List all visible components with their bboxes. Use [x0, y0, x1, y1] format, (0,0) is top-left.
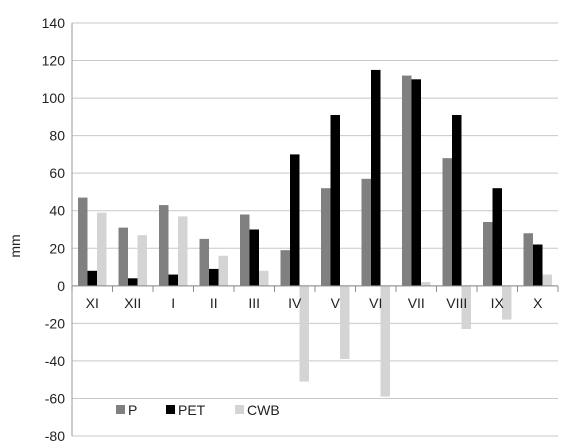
- legend-label-cwb: CWB: [247, 402, 280, 418]
- category-label: XI: [86, 295, 99, 311]
- bar-p-x: [523, 233, 533, 286]
- bar-pet-xi: [87, 270, 97, 286]
- bar-pet-x: [533, 244, 543, 286]
- bar-p-i: [159, 205, 169, 286]
- category-label: I: [171, 295, 175, 311]
- y-tick-label: 60: [49, 165, 65, 181]
- bar-p-ii: [199, 238, 209, 286]
- bar-p-ix: [483, 221, 493, 286]
- bar-pet-xii: [128, 278, 138, 286]
- bar-pet-viii: [452, 114, 462, 286]
- bar-pet-vii: [411, 79, 421, 286]
- legend-swatch-p: [116, 405, 125, 414]
- y-tick-label: 20: [49, 240, 65, 256]
- category-label: VI: [369, 295, 382, 311]
- category-label: II: [210, 295, 218, 311]
- axes: [71, 23, 559, 436]
- bars: [78, 69, 552, 397]
- legend-swatch-pet: [166, 405, 175, 414]
- bar-pet-v: [330, 114, 340, 286]
- legend: P PET CWB: [116, 402, 280, 418]
- bar-cwb-xii: [137, 235, 147, 286]
- y-tick-label: 100: [42, 90, 66, 106]
- bar-p-iii: [240, 214, 250, 286]
- category-label: X: [533, 295, 543, 311]
- y-tick-label: -80: [45, 428, 65, 444]
- y-tick-label: 40: [49, 203, 65, 219]
- bar-cwb-viii: [461, 285, 471, 329]
- bar-cwb-iii: [259, 270, 269, 286]
- y-tick-label: 0: [57, 278, 65, 294]
- y-tick-label: -40: [45, 353, 65, 369]
- bar-cwb-vi: [380, 285, 390, 397]
- y-tick-label: 80: [49, 128, 65, 144]
- bar-cwb-xi: [97, 212, 107, 286]
- category-label: VIII: [446, 295, 467, 311]
- bar-cwb-vii: [421, 282, 431, 286]
- y-tick-labels: -80 -60 -40 -20 0 20 40 60 80 100 120 140: [42, 15, 66, 444]
- bar-cwb-i: [178, 216, 188, 286]
- bar-p-xii: [118, 227, 128, 286]
- category-label: XII: [124, 295, 141, 311]
- bar-pet-i: [168, 274, 178, 286]
- y-tick-label: -20: [45, 315, 65, 331]
- bar-p-vii: [402, 75, 412, 286]
- bar-cwb-ii: [218, 255, 228, 286]
- bar-cwb-ix: [502, 285, 512, 320]
- category-label: III: [248, 295, 260, 311]
- category-labels: XI XII I II III IV V VI VII VIII IX X: [86, 295, 543, 311]
- bar-pet-iv: [290, 154, 300, 286]
- bar-p-xi: [78, 197, 88, 286]
- legend-swatch-cwb: [235, 405, 244, 414]
- category-label: IV: [288, 295, 302, 311]
- legend-label-p: P: [128, 402, 137, 418]
- y-tick-label: -60: [45, 390, 65, 406]
- bar-pet-ii: [209, 268, 219, 286]
- bar-pet-vi: [371, 69, 381, 286]
- bar-cwb-x: [542, 274, 552, 286]
- y-tick-label: 120: [42, 53, 66, 69]
- bar-p-iv: [280, 250, 290, 286]
- category-label: V: [331, 295, 341, 311]
- bar-p-viii: [442, 158, 452, 286]
- bar-p-vi: [361, 178, 371, 286]
- category-label: IX: [491, 295, 505, 311]
- category-label: VII: [408, 295, 425, 311]
- legend-label-pet: PET: [178, 402, 206, 418]
- y-tick-label: 140: [42, 15, 66, 31]
- bar-cwb-iv: [299, 285, 309, 382]
- bar-cwb-v: [340, 285, 350, 360]
- bar-pet-iii: [249, 229, 259, 286]
- y-axis-title: mm: [7, 234, 23, 257]
- bar-p-v: [321, 188, 331, 286]
- bar-pet-ix: [492, 188, 502, 286]
